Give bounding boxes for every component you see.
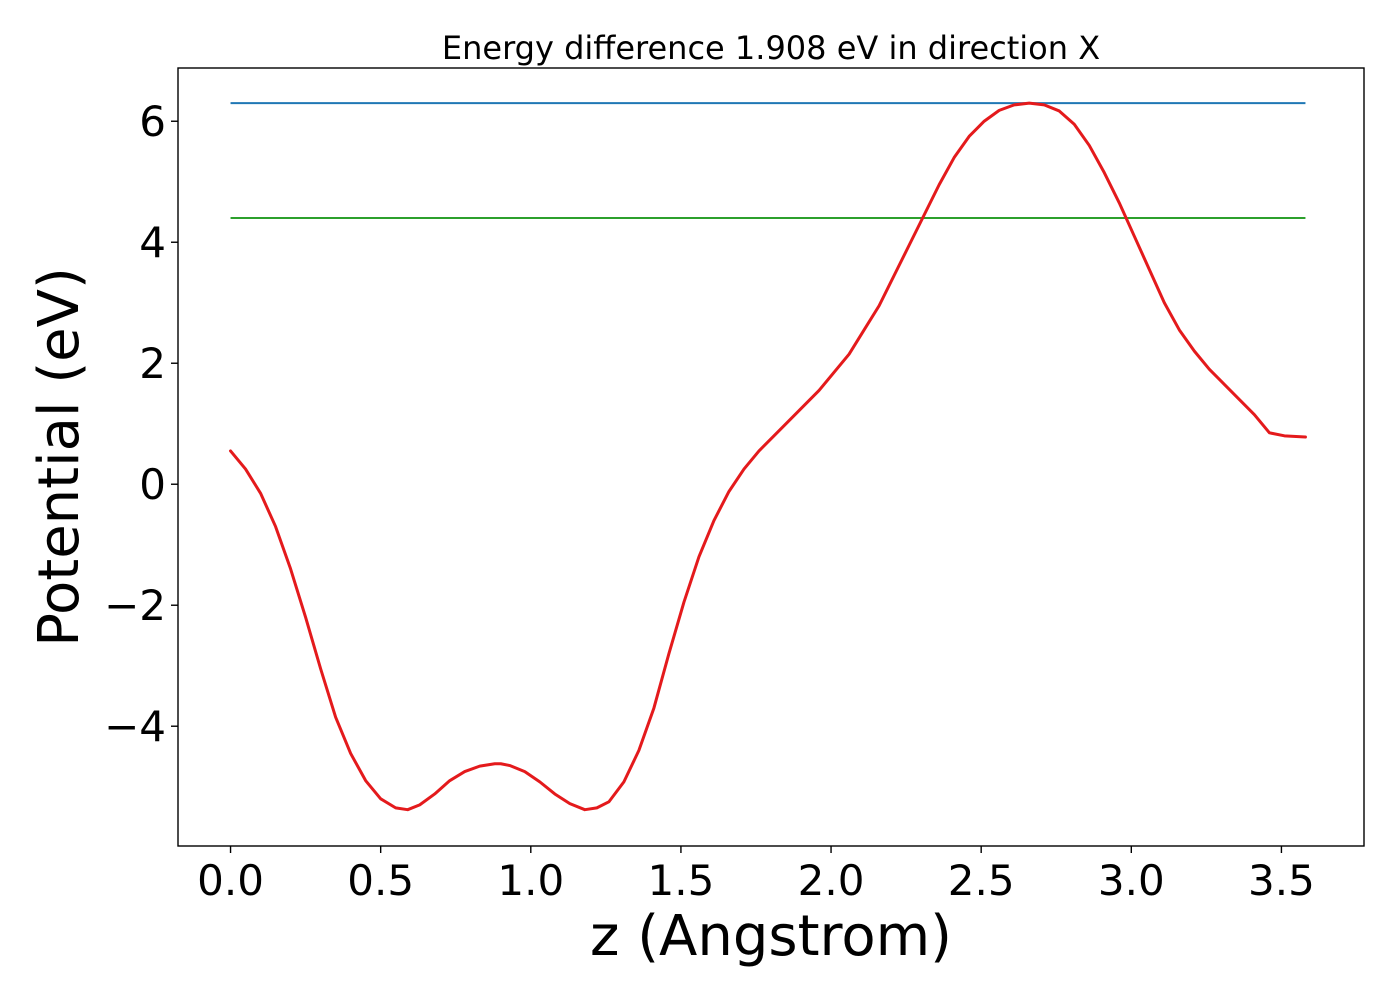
series-group (229, 101, 1307, 812)
x-tick-label: 1.0 (497, 856, 564, 905)
x-tick-label: 3.0 (1098, 856, 1165, 905)
x-axis-ticks: 0.0 0.5 1.0 1.5 2.0 2.5 3.0 3.5 (197, 846, 1315, 905)
series-line-0 (229, 101, 1307, 812)
x-tick-label: 0.0 (197, 856, 264, 905)
plot-area-frame (177, 67, 1365, 847)
y-tick-label: −2 (104, 581, 166, 630)
x-axis-label: z (Angstrom) (590, 904, 952, 969)
y-axis-ticks: −4 −2 0 2 4 6 (104, 97, 178, 751)
x-tick-label: 0.5 (347, 856, 414, 905)
chart-title: Energy difference 1.908 eV in direction … (442, 29, 1100, 67)
y-tick-label: 6 (139, 97, 166, 146)
y-tick-label: 0 (139, 460, 166, 509)
x-tick-label: 1.5 (648, 856, 715, 905)
y-tick-label: 2 (139, 339, 166, 388)
y-tick-label: 4 (139, 218, 166, 267)
reference-lines (230, 102, 1306, 220)
x-tick-label: 3.5 (1248, 856, 1315, 905)
y-axis-label: Potential (eV) (27, 267, 92, 647)
y-tick-label: −4 (104, 702, 166, 751)
x-tick-label: 2.0 (798, 856, 865, 905)
x-tick-label: 2.5 (948, 856, 1015, 905)
